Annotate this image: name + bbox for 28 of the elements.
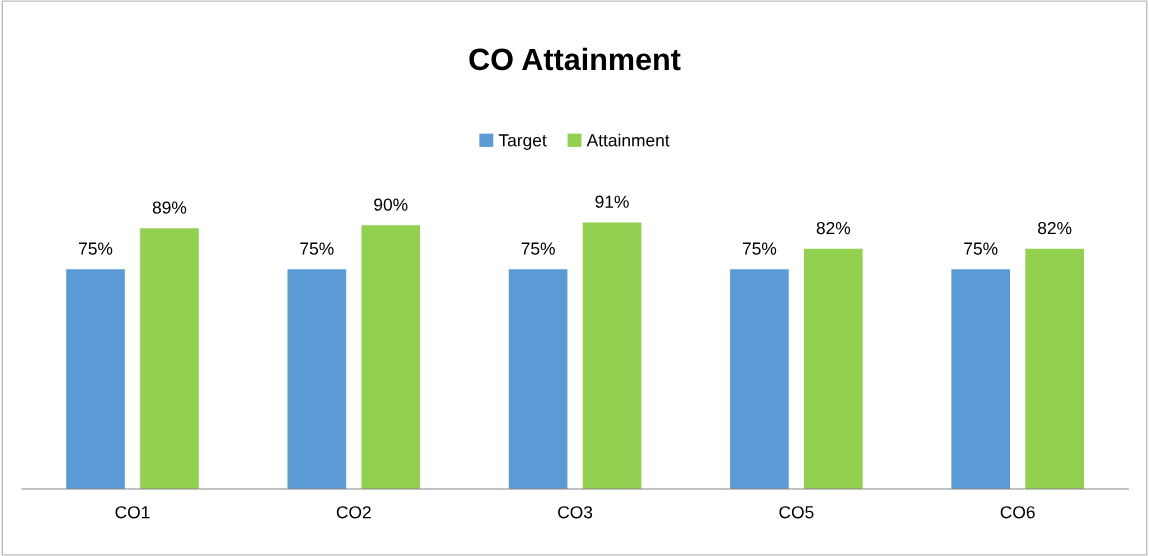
bar	[582, 222, 642, 489]
data-label: 89%	[152, 201, 187, 214]
x-tick-label: CO2	[336, 506, 371, 519]
x-tick-label: CO5	[779, 506, 814, 519]
data-label: 75%	[300, 242, 334, 255]
data-label: 75%	[79, 242, 113, 255]
data-label: 75%	[742, 242, 777, 255]
data-label: 82%	[816, 221, 851, 235]
x-tick-label: CO3	[558, 506, 593, 519]
bar	[730, 269, 789, 489]
data-label: 75%	[964, 242, 998, 255]
bar	[287, 269, 347, 489]
bar	[1025, 248, 1084, 489]
bar	[804, 248, 863, 489]
bar	[361, 225, 421, 489]
x-tick-label: CO1	[115, 506, 150, 519]
bar	[508, 269, 568, 489]
bar	[951, 269, 1011, 489]
legend-label: Attainment	[586, 133, 670, 147]
data-label: 75%	[521, 242, 555, 255]
bar	[140, 228, 199, 489]
chart-title: CO Attainment	[469, 47, 681, 71]
bar	[66, 269, 125, 489]
legend-label: Target	[498, 134, 547, 150]
data-label: 90%	[374, 198, 408, 211]
data-label: 91%	[595, 195, 629, 208]
data-label: 82%	[1038, 221, 1072, 235]
x-tick-label: CO6	[1000, 506, 1035, 519]
